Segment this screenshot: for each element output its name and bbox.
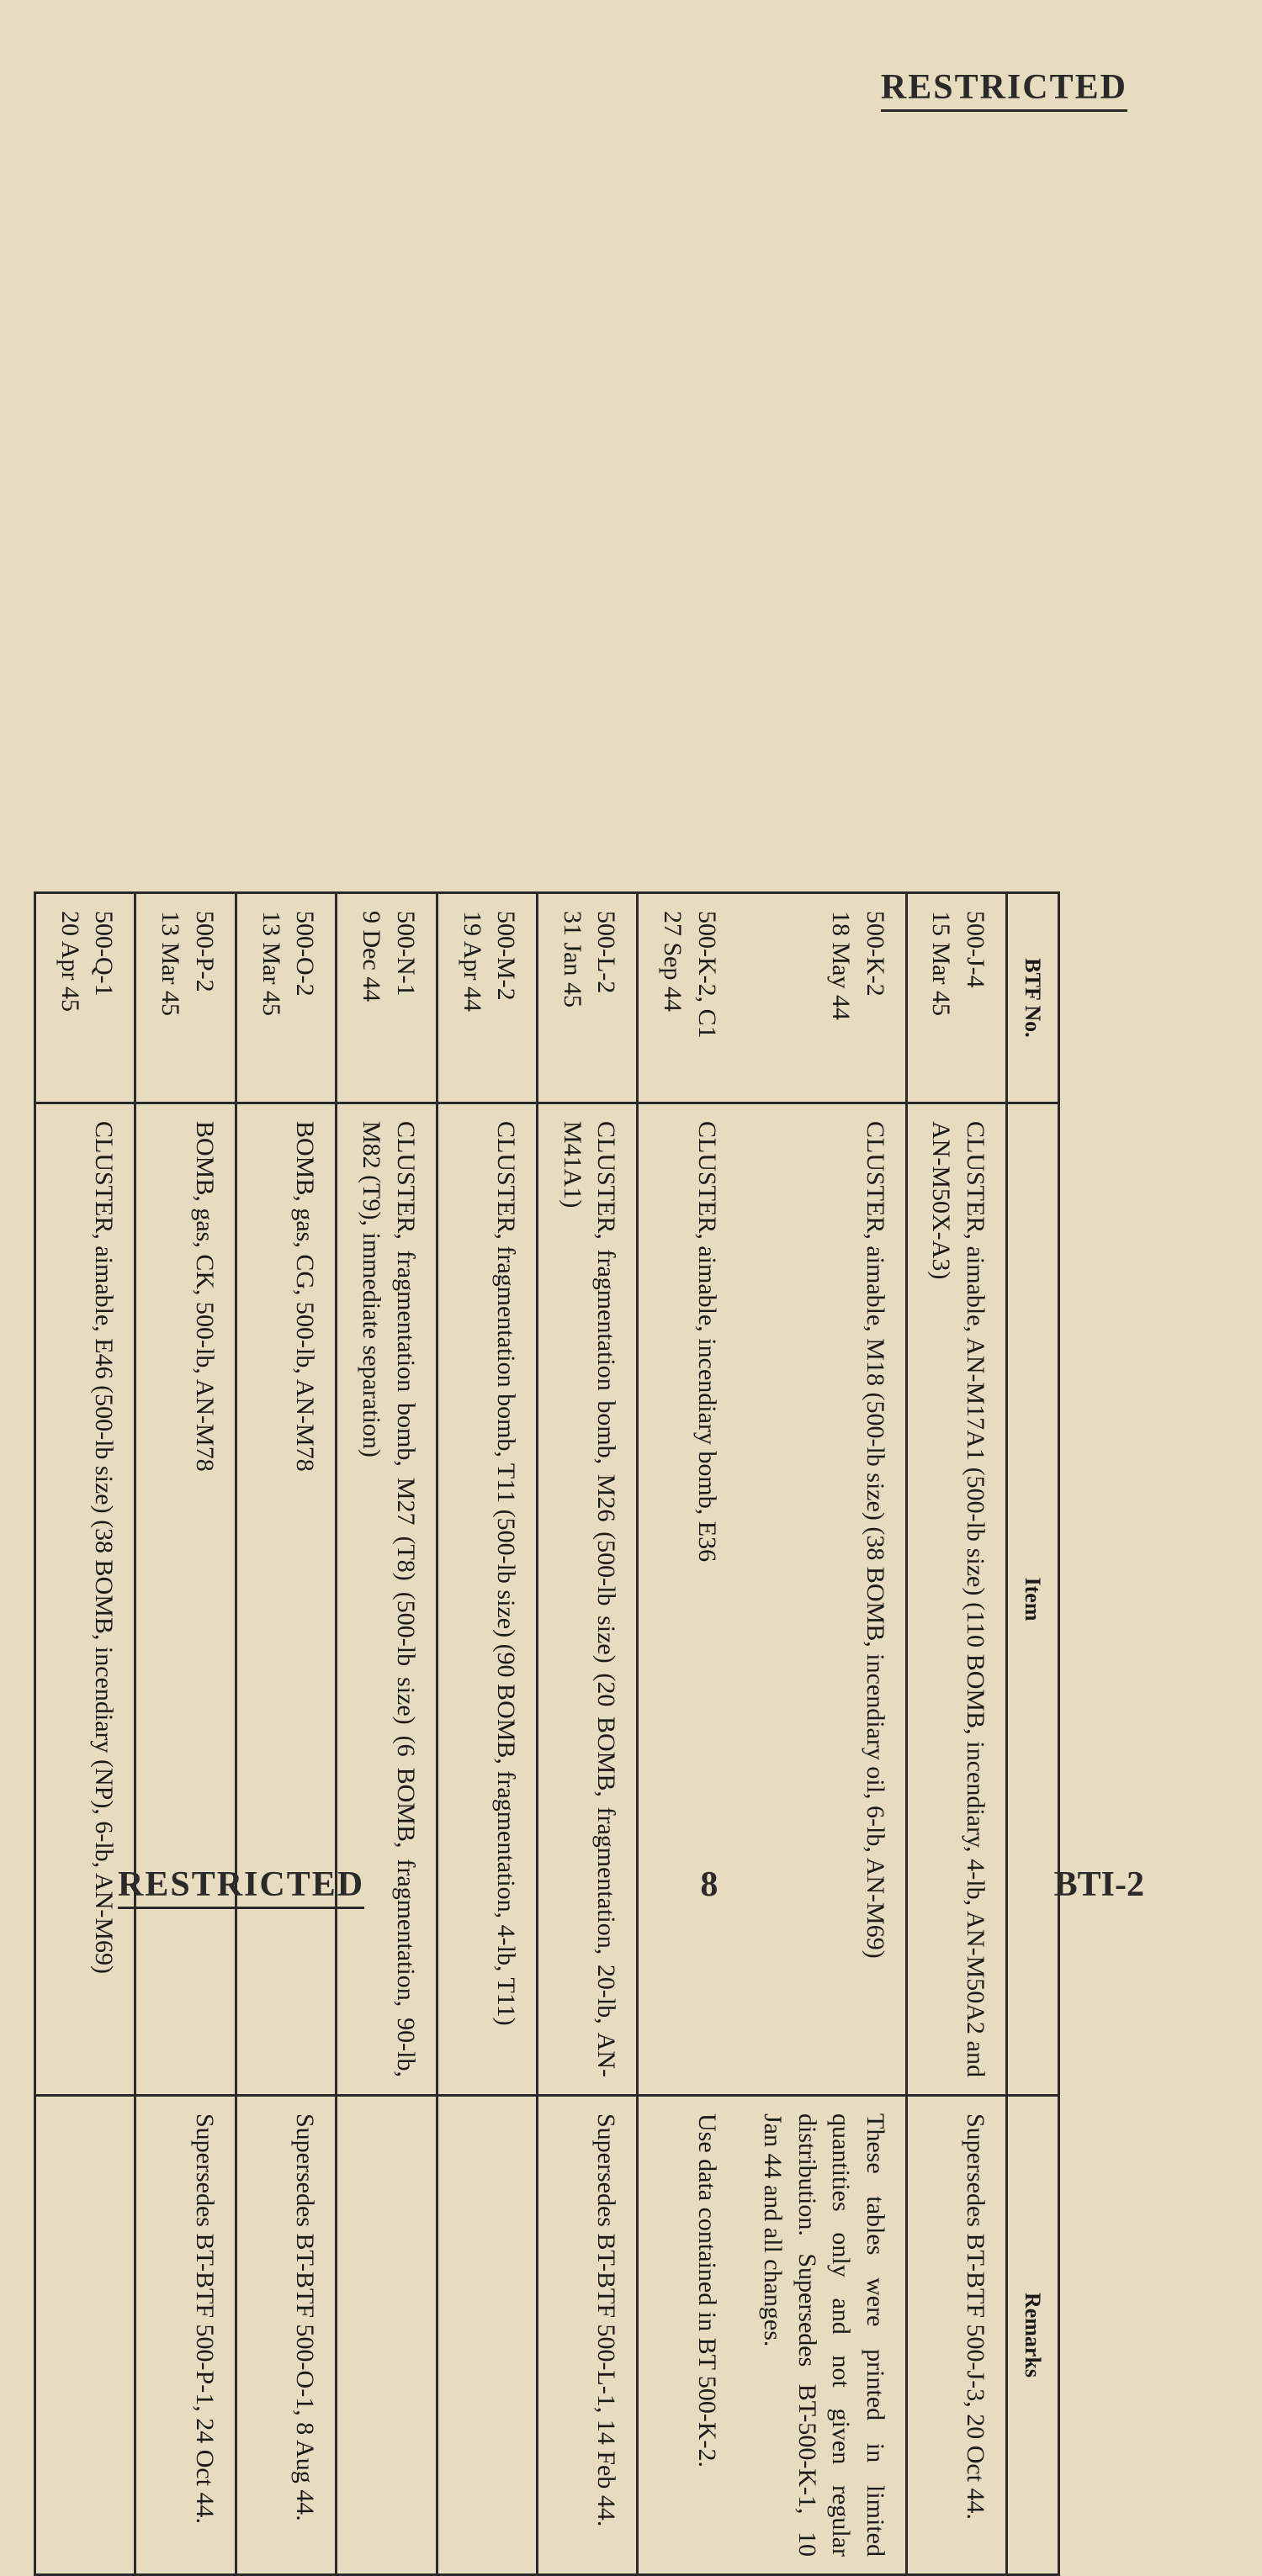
header-item: Item — [1006, 1103, 1058, 2096]
table-row: 500-K-2, C127 Sep 44CLUSTER, aimable, in… — [638, 893, 737, 2575]
header-btf-no: BTF No. — [1006, 893, 1058, 1103]
item-cell: CLUSTER, aimable, AN-M17A1 (500-lb size)… — [906, 1103, 1006, 2096]
remarks-cell — [35, 2096, 136, 2575]
remarks-cell: Use data contained in BT 500-K-2. — [638, 2096, 737, 2575]
item-cell: CLUSTER, fragmentation bomb, T11 (500-lb… — [437, 1103, 537, 2096]
document-page: RESTRICTED BTF No. Item Remarks 500-J-41… — [93, 67, 1169, 1951]
remarks-cell: These tables were printed in limited qua… — [737, 2096, 906, 2575]
classification-footer: RESTRICTED — [118, 1865, 364, 1909]
btf-no-cell: 500-M-219 Apr 44 — [437, 893, 537, 1103]
table-row: 500-M-219 Apr 44CLUSTER, fragmentation b… — [437, 893, 537, 2575]
rotated-table-container: BTF No. Item Remarks 500-J-415 Mar 45CLU… — [0, 891, 1060, 1917]
table-row: 500-O-213 Mar 45BOMB, gas, CG, 500-lb, A… — [236, 893, 336, 2575]
btf-no-cell: 500-K-2, C127 Sep 44 — [638, 893, 737, 1103]
item-cell: CLUSTER, aimable, M18 (500-lb size) (38 … — [737, 1103, 906, 2096]
remarks-cell: Supersedes BT-BTF 500-O-1, 8 Aug 44. — [236, 2096, 336, 2575]
item-cell: CLUSTER, fragmentation bomb, M26 (500-lb… — [538, 1103, 638, 2096]
remarks-cell: Supersedes BT-BTF 500-P-1, 24 Oct 44. — [135, 2096, 236, 2575]
btf-no-cell: 500-Q-120 Apr 45 — [35, 893, 136, 1103]
remarks-cell: Supersedes BT-BTF 500-L-1, 14 Feb 44. — [538, 2096, 638, 2575]
table-row: 500-Q-120 Apr 45CLUSTER, aimable, E46 (5… — [35, 893, 136, 2575]
header-remarks: Remarks — [1006, 2096, 1058, 2575]
item-cell: CLUSTER, aimable, E46 (500-lb size) (38 … — [35, 1103, 136, 2096]
btf-no-cell: 500-O-213 Mar 45 — [236, 893, 336, 1103]
remarks-cell — [437, 2096, 537, 2575]
btf-data-table: BTF No. Item Remarks 500-J-415 Mar 45CLU… — [34, 891, 1060, 2576]
item-cell: CLUSTER, aimable, incendiary bomb, E36 — [638, 1103, 737, 2096]
table-row: 500-N-19 Dec 44CLUSTER, fragmentation bo… — [337, 893, 437, 2575]
btf-no-cell: 500-P-213 Mar 45 — [135, 893, 236, 1103]
document-code: BTI-2 — [1054, 1865, 1144, 1905]
table-row: 500-P-213 Mar 45BOMB, gas, CK, 500-lb, A… — [135, 893, 236, 2575]
btf-no-cell: 500-L-231 Jan 45 — [538, 893, 638, 1103]
btf-no-cell: 500-J-415 Mar 45 — [906, 893, 1006, 1103]
page-footer: RESTRICTED 8 BTI-2 — [93, 1865, 1169, 1909]
item-cell: CLUSTER, fragmentation bomb, M27 (T8) (5… — [337, 1103, 437, 2096]
page-number: 8 — [700, 1865, 718, 1905]
classification-header: RESTRICTED — [881, 67, 1127, 112]
table-row: 500-K-218 May 44CLUSTER, aimable, M18 (5… — [737, 893, 906, 2575]
btf-no-cell: 500-K-218 May 44 — [737, 893, 906, 1103]
remarks-cell: Supersedes BT-BTF 500-J-3, 20 Oct 44. — [906, 2096, 1006, 2575]
remarks-cell — [337, 2096, 437, 2575]
table-row: 500-J-415 Mar 45CLUSTER, aimable, AN-M17… — [906, 893, 1006, 2575]
item-cell: BOMB, gas, CK, 500-lb, AN-M78 — [135, 1103, 236, 2096]
item-cell: BOMB, gas, CG, 500-lb, AN-M78 — [236, 1103, 336, 2096]
table-header-row: BTF No. Item Remarks — [1006, 893, 1058, 2575]
btf-no-cell: 500-N-19 Dec 44 — [337, 893, 437, 1103]
table-row: 500-L-231 Jan 45CLUSTER, fragmentation b… — [538, 893, 638, 2575]
